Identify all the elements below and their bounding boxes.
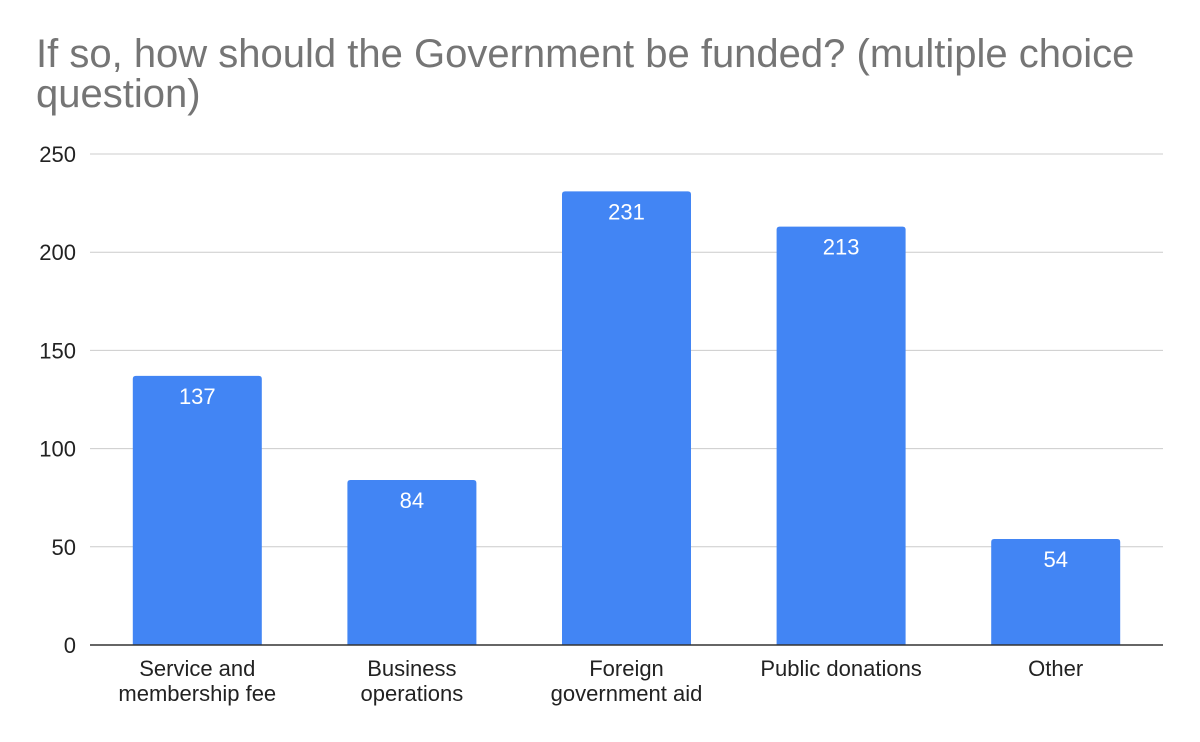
- bar: [347, 480, 477, 645]
- x-tick-label-line: Other: [1028, 656, 1083, 681]
- x-tick-label-line: Business: [367, 656, 456, 681]
- bar: [991, 538, 1121, 645]
- bar: [776, 226, 906, 645]
- y-tick-label: 100: [39, 437, 76, 462]
- data-label: 84: [400, 488, 424, 513]
- x-tick-label: Service and membership fee: [118, 656, 276, 706]
- x-axis-ticks: Service and membership fee Business operati…: [118, 656, 1083, 706]
- x-tick-label-line: membership fee: [118, 681, 276, 706]
- y-tick-label: 250: [39, 142, 76, 167]
- x-tick-label: Public donations: [760, 656, 921, 681]
- x-tick-label-line: operations: [361, 681, 464, 706]
- bar: [562, 191, 691, 646]
- bar: [132, 375, 262, 645]
- y-tick-label: 50: [52, 535, 76, 560]
- bars: [132, 191, 1121, 646]
- data-label: 213: [823, 235, 860, 260]
- data-labels: 137 84 231 213 54: [179, 199, 1068, 572]
- chart-title: If so, how should the Government be fund…: [36, 32, 1135, 116]
- x-tick-label: Business operations: [361, 656, 464, 706]
- y-tick-label: 150: [39, 338, 76, 363]
- data-label: 231: [608, 199, 645, 224]
- x-tick-label: Other: [1028, 656, 1083, 681]
- x-tick-label: Foreign government aid: [551, 656, 703, 706]
- y-tick-label: 200: [39, 240, 76, 265]
- x-tick-label-line: Foreign: [589, 656, 664, 681]
- data-label: 54: [1043, 547, 1067, 572]
- data-label: 137: [179, 384, 216, 409]
- y-tick-label: 0: [64, 633, 76, 658]
- x-tick-label-line: government aid: [551, 681, 703, 706]
- x-tick-label-line: Public donations: [760, 656, 921, 681]
- y-axis-ticks: 0 50 100 150 200 250: [39, 142, 76, 658]
- x-tick-label-line: Service and: [139, 656, 255, 681]
